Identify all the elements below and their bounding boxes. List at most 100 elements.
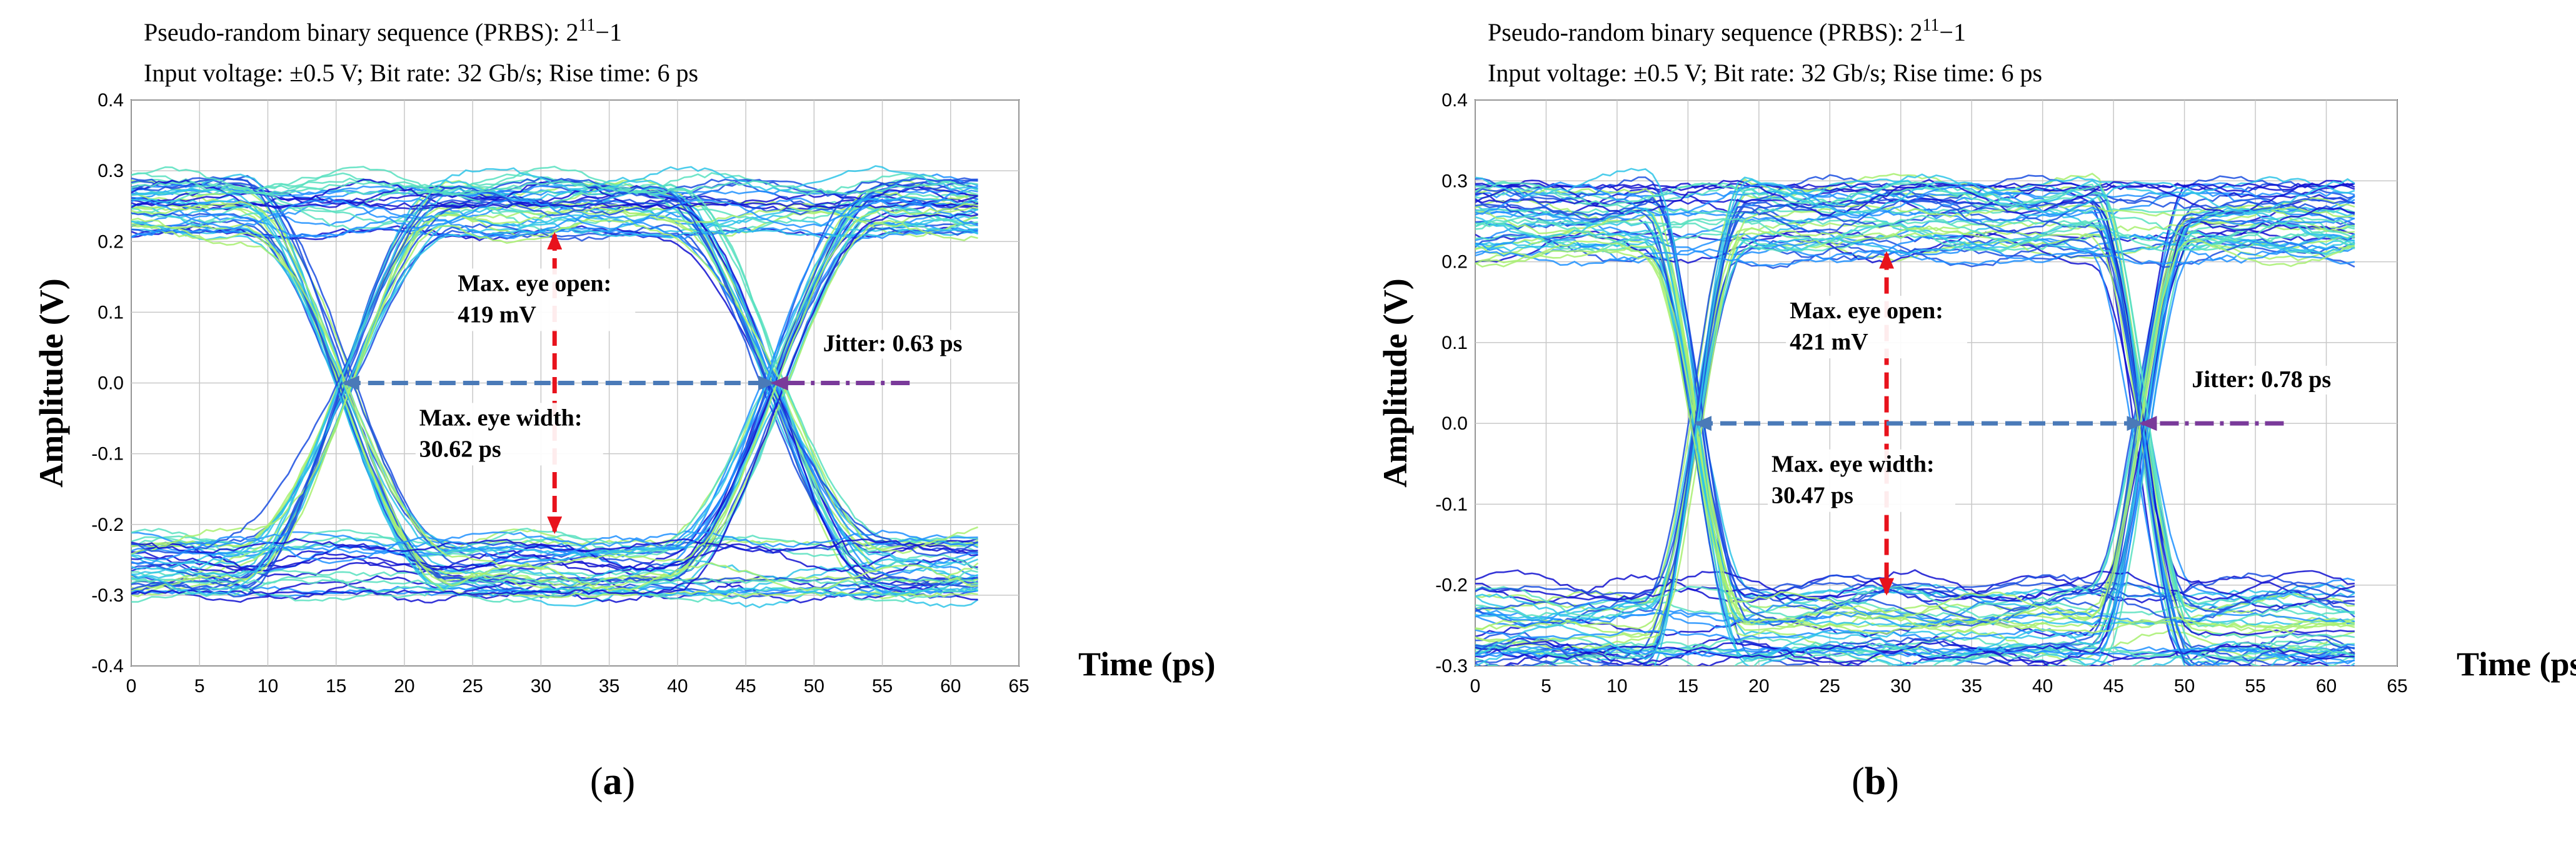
eye-trace <box>131 585 978 603</box>
y-axis-label: Amplitude (V) <box>33 278 70 488</box>
y-tick-label: -0.3 <box>91 585 124 606</box>
x-tick-label: 10 <box>258 676 278 697</box>
eye-trace <box>1475 220 2355 627</box>
x-tick-label: 30 <box>1890 676 1911 697</box>
x-tick-label: 40 <box>667 676 688 697</box>
x-tick-label: 55 <box>2245 676 2265 697</box>
y-tick-label: -0.4 <box>91 656 124 677</box>
header-line-1: Pseudo-random binary sequence (PRBS): 21… <box>1488 16 1966 46</box>
y-tick-label: 0.2 <box>98 231 124 252</box>
eye-open-label: Max. eye open: <box>1790 298 1943 324</box>
header-line-2: Input voltage: ±0.5 V; Bit rate: 32 Gb/s… <box>144 59 698 87</box>
eye-trace <box>131 209 979 550</box>
eye-trace <box>131 205 978 224</box>
x-tick-label: 15 <box>326 676 346 697</box>
eye-trace <box>131 181 978 600</box>
eye-trace <box>1475 184 2355 624</box>
eye-trace <box>1475 229 2355 662</box>
eye-width-label-bg <box>415 403 603 466</box>
eye-trace <box>1475 211 2355 628</box>
eye-traces <box>1475 168 2355 666</box>
eye-width-label: Max. eye width: <box>419 405 583 431</box>
x-tick-label: 15 <box>1678 676 1698 697</box>
y-tick-label: -0.1 <box>91 444 124 465</box>
eye-trace <box>1475 238 2355 666</box>
jitter-label-bg <box>819 330 1007 359</box>
eye-open-label-bg <box>454 268 636 331</box>
annotations: Max. eye open: 419 mV Max. eye width: 30.62… <box>341 231 1007 535</box>
eye-trace <box>1475 180 2355 666</box>
y-tick-label: 0.0 <box>98 373 124 394</box>
eye-open-label: Max. eye open: <box>458 270 611 296</box>
x-tick-label: 0 <box>1470 676 1481 697</box>
eye-diagram-panel-a: Pseudo-random binary sequence (PRBS): 2 1… <box>33 16 1216 803</box>
y-tick-label: 0.3 <box>98 161 124 181</box>
x-tick-label: 35 <box>1962 676 1982 697</box>
eye-trace <box>131 185 979 556</box>
eye-width-value: 30.47 ps <box>1772 483 1853 509</box>
eye-trace <box>131 198 978 556</box>
x-axis-label: Time (ps) <box>2457 645 2576 683</box>
eye-trace <box>1475 198 2355 666</box>
eye-trace <box>131 188 979 597</box>
eye-trace <box>131 184 978 546</box>
eye-trace <box>1475 249 2355 635</box>
x-tick-label: 60 <box>940 676 961 697</box>
eye-trace <box>1475 181 2355 628</box>
eye-trace <box>1475 197 2355 627</box>
eye-trace <box>131 183 978 546</box>
header-suffix: −1 <box>1939 18 1966 46</box>
eye-trace <box>1475 174 2355 627</box>
eye-trace <box>1475 168 2355 666</box>
eye-open-label-bg <box>1786 296 1968 359</box>
eye-trace <box>1475 233 2355 264</box>
y-tick-label: 0.4 <box>98 90 124 111</box>
x-tick-label: 35 <box>599 676 619 697</box>
eye-trace <box>1475 219 2355 639</box>
eye-trace <box>1475 225 2355 666</box>
eye-trace <box>1475 214 2355 244</box>
eye-trace <box>1475 173 2355 666</box>
x-tick-label: 20 <box>1748 676 1769 697</box>
eye-open-value: 419 mV <box>458 301 536 328</box>
eye-trace <box>131 176 978 598</box>
header-prefix: Pseudo-random binary sequence (PRBS): 2 <box>144 18 578 46</box>
header-line-1: Pseudo-random binary sequence (PRBS): 21… <box>144 16 622 46</box>
x-tick-label: 50 <box>804 676 824 697</box>
y-tick-label: 0.0 <box>1441 413 1468 434</box>
eye-trace <box>1475 239 2355 641</box>
x-tick-label: 30 <box>531 676 551 697</box>
eye-trace <box>1475 210 2355 666</box>
eye-trace <box>131 213 978 577</box>
y-tick-label: 0.1 <box>1441 333 1468 353</box>
eye-trace <box>1475 208 2355 661</box>
eye-width-label-bg <box>1768 449 1955 512</box>
x-tick-label: 10 <box>1606 676 1627 697</box>
eye-trace <box>1475 206 2355 666</box>
annotations: Max. eye open: 421 mV Max. eye width: 30.47… <box>1694 251 2376 596</box>
eye-trace <box>131 187 978 567</box>
eye-trace <box>131 173 978 573</box>
eye-width-label: Max. eye width: <box>1772 451 1935 478</box>
y-tick-label: -0.2 <box>1435 575 1468 596</box>
jitter-label: Jitter: 0.63 ps <box>823 331 963 357</box>
eye-trace <box>1475 190 2355 216</box>
x-tick-label: 5 <box>194 676 205 697</box>
header-line-2: Input voltage: ±0.5 V; Bit rate: 32 Gb/s… <box>1488 59 2042 87</box>
eye-trace <box>1475 198 2355 596</box>
y-tick-label: 0.4 <box>1441 90 1468 111</box>
eye-trace <box>1475 231 2355 666</box>
x-tick-label: 65 <box>2387 676 2407 697</box>
eye-trace <box>131 195 978 557</box>
y-tick-label: 0.3 <box>1441 171 1468 191</box>
x-axis-label: Time (ps) <box>1078 645 1216 683</box>
eye-trace <box>1475 178 2355 660</box>
eye-trace <box>131 530 979 548</box>
x-tick-label: 25 <box>1820 676 1840 697</box>
eye-trace <box>131 180 978 196</box>
y-tick-label: 0.2 <box>1441 252 1468 273</box>
eye-trace <box>1475 569 2355 602</box>
x-tick-label: 45 <box>2103 676 2123 697</box>
eye-trace <box>1475 221 2355 644</box>
eye-trace <box>1475 221 2355 253</box>
